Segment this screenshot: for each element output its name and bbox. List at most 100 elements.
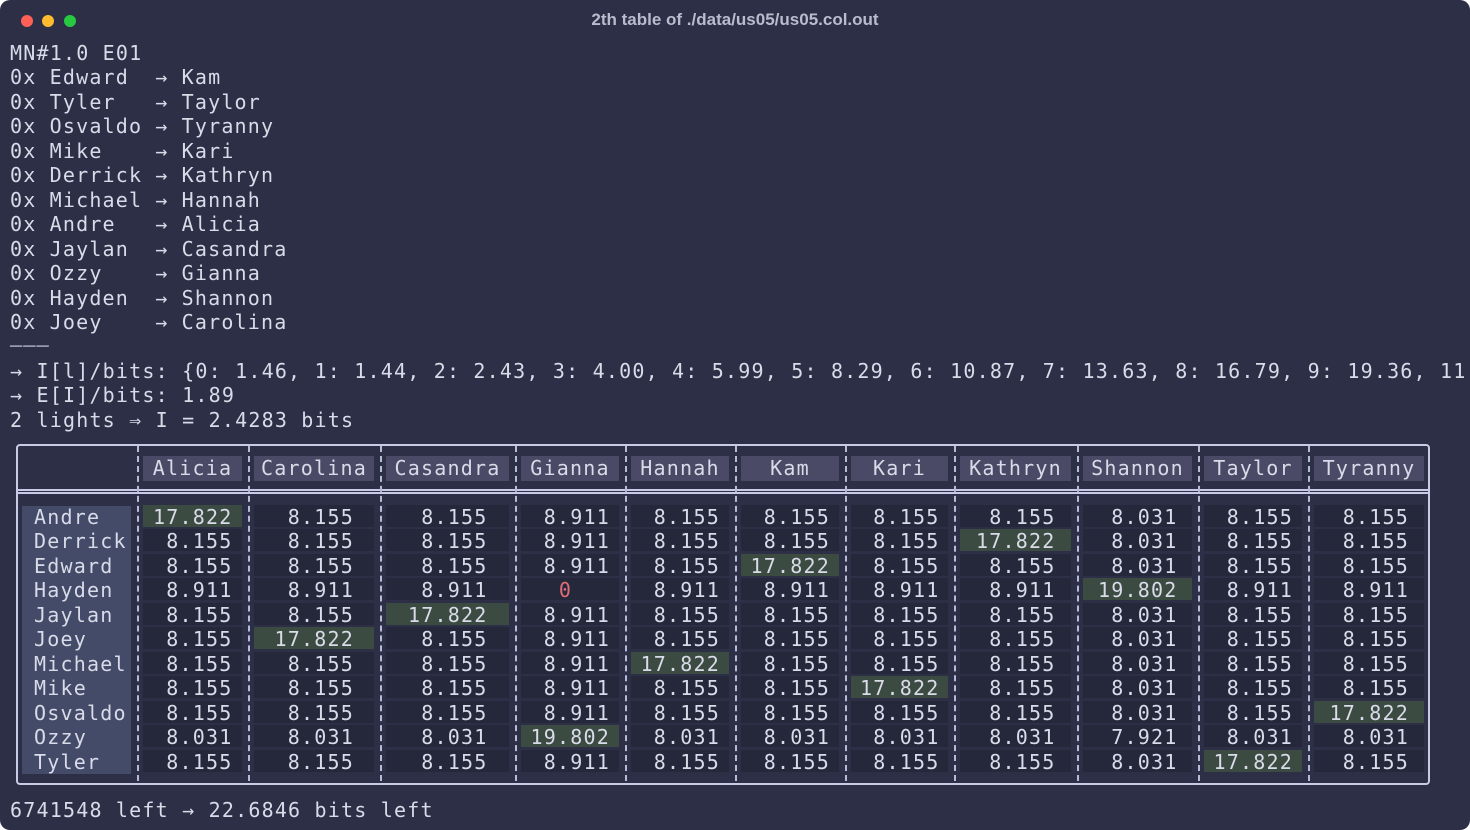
column-header: Kathryn	[960, 456, 1071, 481]
mapping-to: Hannah	[181, 187, 262, 212]
table-cell: 0	[521, 578, 619, 602]
mapping-to: Kari	[181, 138, 235, 163]
table-cell: 8.155	[631, 627, 729, 651]
mapping-arrow: →	[155, 309, 169, 334]
table-cell: 8.155	[143, 529, 242, 553]
column-header: Shannon	[1083, 456, 1192, 481]
table-cell: 8.155	[631, 602, 729, 627]
table-cell: 8.155	[851, 749, 948, 774]
table-cell: 8.155	[1314, 602, 1424, 627]
row-label: Joey	[34, 627, 87, 652]
table-cell: 8.155	[254, 700, 374, 725]
table-cell: 8.155	[1204, 627, 1302, 651]
table-cell: 8.155	[1204, 553, 1302, 578]
table-cell: 8.911	[521, 602, 619, 627]
mapping-arrow: →	[155, 138, 169, 163]
table-cell: 8.155	[254, 651, 374, 676]
mapping-arrow: →	[155, 65, 169, 90]
separator: ───	[10, 334, 50, 359]
table-cell: 8.031	[1083, 676, 1192, 700]
column-separator	[1308, 446, 1310, 781]
table-cell: 8.155	[631, 676, 729, 700]
table-cell: 8.155	[1204, 651, 1302, 676]
table-cell: 8.155	[254, 602, 374, 627]
mapping-prefix: 0x	[10, 65, 37, 90]
mapping-from: Michael	[49, 187, 143, 212]
header-rule	[18, 489, 1428, 494]
table-cell: 8.155	[631, 529, 729, 553]
row-label-column	[22, 506, 131, 774]
table-cell: 8.155	[143, 749, 242, 774]
column-separator	[1198, 446, 1200, 781]
table-cell: 8.155	[960, 627, 1071, 651]
column-separator	[1077, 446, 1079, 781]
table-cell: 8.031	[1083, 651, 1192, 676]
mapping-from: Hayden	[49, 285, 130, 310]
header-line: MN#1.0 E01	[10, 41, 143, 65]
table-cell: 8.911	[521, 529, 619, 553]
table-cell: 8.031	[1083, 602, 1192, 627]
column-separator	[380, 446, 382, 781]
table-cell: 8.911	[521, 505, 619, 529]
table-cell: 8.155	[631, 505, 729, 529]
table-cell: 8.031	[1314, 725, 1424, 749]
column-header: Hannah	[631, 456, 729, 481]
table-cell: 17.822	[960, 529, 1071, 553]
table-cell: 8.155	[1314, 505, 1424, 529]
table-cell: 8.031	[1204, 725, 1302, 749]
mapping-arrow: →	[155, 261, 169, 286]
table-cell: 8.155	[386, 529, 509, 553]
footer-line: 6741548 left → 22.6846 bits left	[10, 798, 434, 822]
row-label: Derrick	[34, 529, 127, 554]
table-cell: 8.031	[254, 725, 374, 749]
table-cell: 8.155	[386, 749, 509, 774]
table-cell: 8.155	[960, 553, 1071, 578]
table-cell: 8.155	[741, 627, 839, 651]
table-cell: 8.911	[851, 578, 948, 602]
table-cell: 8.155	[1314, 553, 1424, 578]
table-cell: 8.155	[960, 676, 1071, 700]
table-cell: 8.155	[741, 700, 839, 725]
table-cell: 8.155	[631, 553, 729, 578]
summary-line: → E[I]/bits: 1.89	[10, 383, 236, 408]
mapping-to: Tyranny	[181, 114, 275, 139]
mapping-from: Osvaldo	[49, 114, 143, 139]
table-cell: 8.155	[254, 553, 374, 578]
table-cell: 8.031	[1083, 749, 1192, 774]
table-cell: 8.155	[1314, 676, 1424, 700]
table-cell: 8.031	[386, 725, 509, 749]
minimize-button[interactable]	[42, 15, 54, 27]
table-cell: 8.911	[521, 553, 619, 578]
table-cell: 8.155	[1314, 627, 1424, 651]
mapping-from: Joey	[49, 309, 103, 334]
table-cell: 8.155	[851, 529, 948, 553]
mapping-prefix: 0x	[10, 285, 37, 310]
table-cell: 8.155	[1314, 529, 1424, 553]
close-button[interactable]	[21, 15, 33, 27]
column-header: Carolina	[254, 456, 374, 481]
table-cell: 8.911	[521, 676, 619, 700]
table-cell: 8.155	[143, 553, 242, 578]
mapping-to: Kam	[181, 65, 222, 90]
mapping-from: Derrick	[49, 163, 143, 188]
mapping-from: Andre	[49, 212, 116, 237]
table-cell: 8.031	[851, 725, 948, 749]
table-cell: 8.155	[851, 627, 948, 651]
column-separator	[515, 446, 517, 781]
table-cell: 8.155	[386, 627, 509, 651]
table-cell: 8.911	[741, 578, 839, 602]
mapping-from: Mike	[49, 138, 103, 163]
mapping-arrow: →	[155, 236, 169, 261]
mapping-arrow: →	[155, 114, 169, 139]
table-cell: 17.822	[143, 505, 242, 529]
column-separator	[735, 446, 737, 781]
table-cell: 8.911	[386, 578, 509, 602]
table-cell: 8.155	[1204, 602, 1302, 627]
row-label: Osvaldo	[34, 700, 127, 725]
zoom-button[interactable]	[64, 15, 76, 27]
table-cell: 8.155	[1314, 749, 1424, 774]
table-cell: 8.155	[631, 700, 729, 725]
column-header: Tyranny	[1314, 456, 1424, 481]
table-cell: 8.155	[1204, 505, 1302, 529]
table-cell: 8.155	[143, 651, 242, 676]
